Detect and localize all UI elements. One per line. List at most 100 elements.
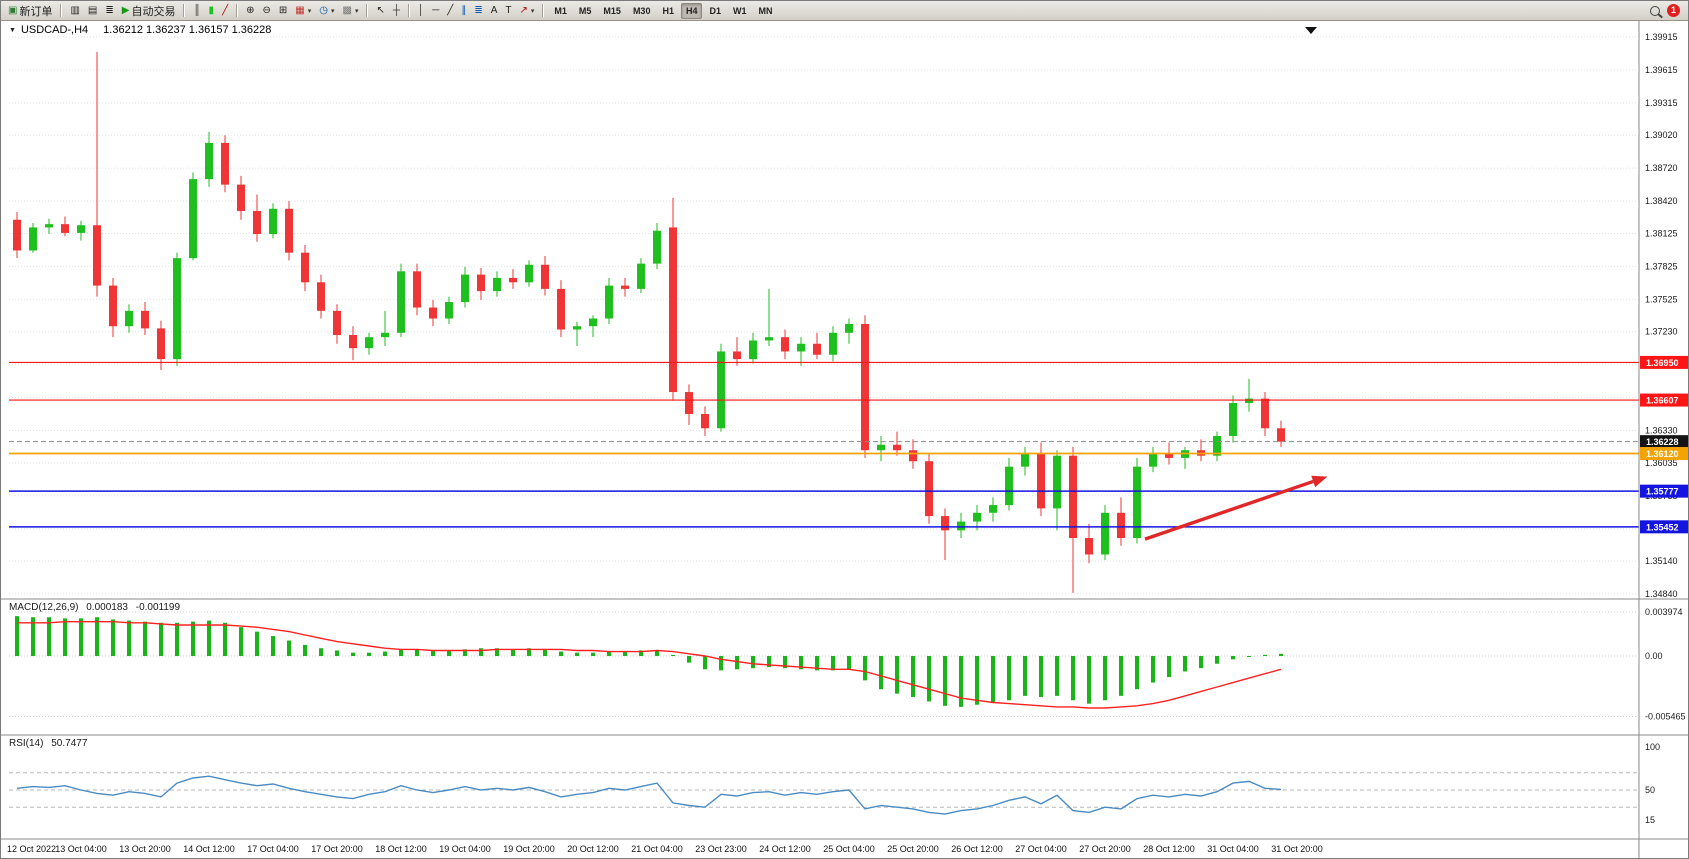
new-chart-button[interactable]: ▦ ▾ [291, 1, 315, 21]
zoom-in-button[interactable]: ⊕ [242, 1, 258, 21]
toolbar-right: 1 [1650, 4, 1685, 17]
svg-text:27 Oct 20:00: 27 Oct 20:00 [1079, 844, 1131, 854]
trendline-icon: ╱ [447, 4, 454, 16]
bar-chart-button[interactable]: ║ [189, 1, 204, 21]
periods-button[interactable]: ◷ ▾ [315, 1, 338, 21]
charts-button[interactable]: ▥ [66, 1, 83, 21]
vline-icon: │ [417, 4, 425, 16]
new-order-button[interactable]: ▣ 新订单 [4, 1, 56, 21]
fibonacci-button[interactable]: ≣ [470, 1, 486, 21]
svg-text:20 Oct 12:00: 20 Oct 12:00 [567, 844, 619, 854]
rsi-name: RSI(14) [9, 738, 44, 749]
svg-text:1.36120: 1.36120 [1646, 449, 1679, 459]
svg-text:1.36950: 1.36950 [1646, 358, 1679, 368]
timeframe-h4-button[interactable]: H4 [680, 2, 703, 19]
svg-text:1.37525: 1.37525 [1645, 294, 1678, 304]
svg-text:13 Oct 20:00: 13 Oct 20:00 [119, 844, 171, 854]
label-icon: T [505, 4, 512, 16]
svg-text:1.36330: 1.36330 [1645, 425, 1678, 435]
svg-text:25 Oct 20:00: 25 Oct 20:00 [887, 844, 939, 854]
timeframe-d1-button[interactable]: D1 [709, 5, 721, 16]
macd-panel: 0.003974 0.00 -0.005465 [9, 607, 1686, 722]
timeframe-mn-button[interactable]: MN [758, 5, 773, 16]
macd-name: MACD(12,26,9) [9, 602, 79, 613]
arrows-button[interactable]: ↗ ▾ [515, 1, 538, 21]
time-axis[interactable]: 12 Oct 2022 13 Oct 04:00 13 Oct 20:00 14 Oc… [7, 844, 1323, 854]
toolbar-separator [60, 4, 63, 17]
chart-menu-triangle-icon[interactable]: ▼ [9, 26, 16, 34]
zoom-out-icon: ⊖ [262, 4, 271, 16]
crosshair-button[interactable]: ┼ [389, 1, 404, 21]
trend-arrow[interactable] [1144, 475, 1328, 541]
fibo-icon: ≣ [474, 4, 483, 16]
templates-button[interactable]: ▩ ▾ [338, 1, 362, 21]
hline-icon: ─ [432, 4, 440, 16]
dropdown-arrow-icon[interactable]: ▾ [307, 7, 312, 15]
chart-shift-marker-icon[interactable] [1305, 27, 1317, 34]
svg-text:1.38420: 1.38420 [1645, 196, 1678, 206]
timeframe-m5-button[interactable]: M5 [578, 5, 592, 16]
dropdown-arrow-icon[interactable]: ▾ [530, 7, 535, 15]
trendline-button[interactable]: ╱ [443, 1, 457, 21]
vertical-line-button[interactable]: │ [414, 1, 428, 21]
profiles-icon: ▤ [87, 4, 98, 16]
price-tag [1640, 393, 1688, 407]
macd-signal-value: -0.001199 [135, 602, 181, 613]
timeframe-h1-button[interactable]: H1 [662, 5, 674, 16]
text-label-button[interactable]: T [501, 1, 515, 21]
auto-trading-button[interactable]: ▶ 自动交易 [118, 1, 180, 21]
text-button[interactable]: A [487, 1, 502, 21]
svg-text:1.39615: 1.39615 [1645, 65, 1678, 75]
dropdown-arrow-icon[interactable]: ▾ [330, 7, 335, 15]
svg-text:1.36228: 1.36228 [1646, 437, 1679, 447]
horizontal-line-objects[interactable]: 1.36950 1.36607 1.36228 1.36120 1.35777 1.354… [9, 355, 1689, 534]
cursor-button[interactable]: ↖ [372, 1, 388, 21]
svg-text:17 Oct 20:00: 17 Oct 20:00 [311, 844, 363, 854]
tile-icon: ⊞ [278, 4, 288, 16]
svg-text:18 Oct 12:00: 18 Oct 12:00 [375, 844, 427, 854]
channel-button[interactable]: ∥ [457, 1, 470, 21]
price-tag [1640, 520, 1688, 534]
svg-text:-0.005465: -0.005465 [1645, 712, 1686, 722]
svg-text:1.35777: 1.35777 [1646, 487, 1679, 497]
new-order-button-label: 新订单 [19, 5, 53, 18]
tile-windows-button[interactable]: ⊞ [275, 1, 291, 21]
svg-text:14 Oct 12:00: 14 Oct 12:00 [183, 844, 235, 854]
zoom-in-icon: ⊕ [246, 4, 255, 16]
periods-icon: ◷ [319, 4, 328, 16]
svg-text:23 Oct 23:00: 23 Oct 23:00 [695, 844, 747, 854]
new-chart-icon: ▦ [295, 4, 305, 16]
svg-text:1.38125: 1.38125 [1645, 228, 1678, 238]
price-tag [1640, 435, 1688, 449]
timeframe-m1-button[interactable]: M1 [554, 5, 567, 16]
svg-text:0.00: 0.00 [1645, 651, 1663, 661]
svg-text:13 Oct 04:00: 13 Oct 04:00 [55, 844, 107, 854]
search-icon[interactable] [1650, 5, 1660, 16]
price-axis[interactable]: 1.39915 1.39615 1.39315 1.39020 1.38720 1.384… [1645, 32, 1678, 599]
zoom-out-button[interactable]: ⊖ [258, 1, 274, 21]
text-icon: A [490, 4, 498, 16]
timeframe-buttons: M1 M5 M15 M30 H1 H4 D1 W1 MN [548, 1, 778, 20]
macd-label: MACD(12,26,9) 0.000183 -0.001199 [9, 602, 185, 613]
dropdown-arrow-icon[interactable]: ▾ [354, 7, 359, 15]
svg-text:1.39315: 1.39315 [1645, 98, 1678, 108]
timeframe-m30-button[interactable]: M30 [632, 5, 651, 16]
bars-icon: ║ [193, 4, 201, 16]
toolbar-buttons: ▣ 新订单 ▥ ▤ ≣ ▶ 自动交易 ║ ▮ ╱ ⊕ ⊖ ⊞ ▦ ▾ ◷ ▾ ▩ ▾ ↖ ┼ │ ─ ╱ ∥ ≣ A T ↗ ▾ [4, 1, 548, 20]
notification-badge[interactable]: 1 [1667, 4, 1680, 17]
price-tag [1640, 355, 1688, 369]
svg-text:31 Oct 04:00: 31 Oct 04:00 [1207, 844, 1259, 854]
horizontal-line-button[interactable]: ─ [428, 1, 443, 21]
svg-text:17 Oct 04:00: 17 Oct 04:00 [247, 844, 299, 854]
market-watch-button[interactable]: ≣ [101, 1, 117, 21]
profiles-button[interactable]: ▤ [84, 1, 101, 21]
cursor-icon: ↖ [376, 4, 385, 16]
timeframe-w1-button[interactable]: W1 [733, 5, 747, 16]
candlestick-chart-button[interactable]: ▮ [205, 1, 219, 21]
timeframe-m15-button[interactable]: M15 [603, 5, 621, 16]
line-chart-button[interactable]: ╱ [218, 1, 232, 21]
svg-text:1.35140: 1.35140 [1645, 556, 1678, 566]
macd-signal-line [17, 621, 1282, 709]
